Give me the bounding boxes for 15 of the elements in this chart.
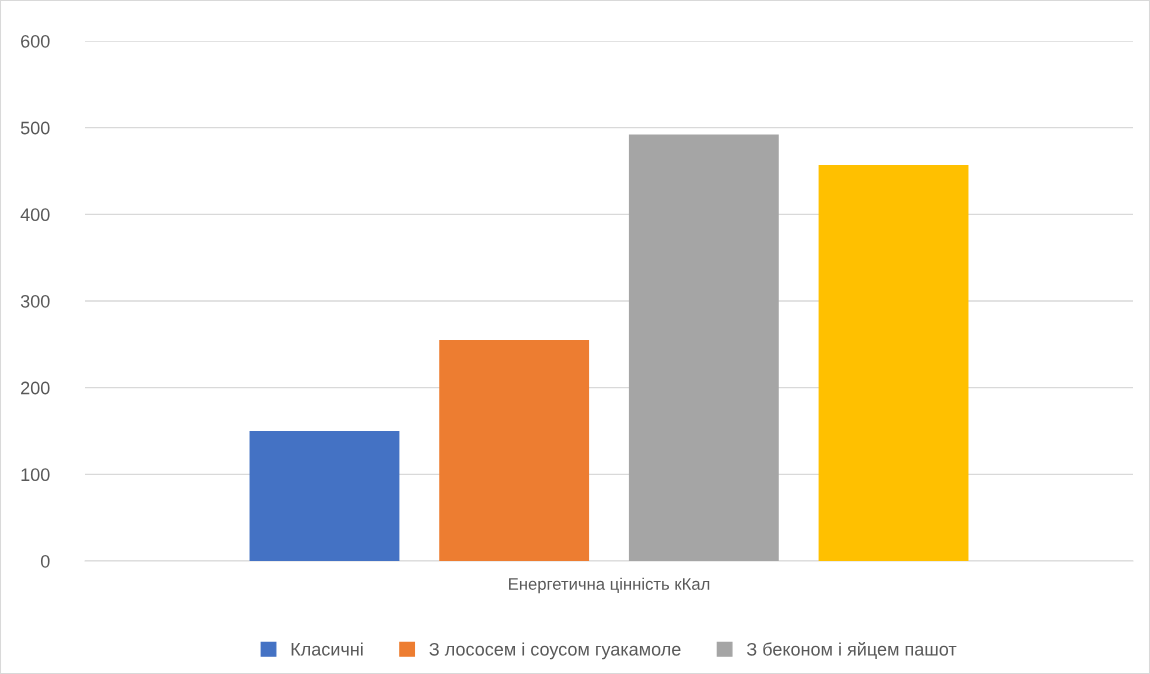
x-tick-label: Енергетична цінність кКал — [509, 577, 710, 594]
y-tick-label: 600 — [21, 34, 50, 48]
legend-label: З лососем і соусом гуакамоле — [429, 642, 681, 660]
y-tick-label: 300 — [20, 294, 50, 308]
bar — [439, 340, 590, 561]
y-tick-label: 100 — [21, 468, 50, 482]
y-tick-label: 500 — [20, 121, 50, 135]
bar — [249, 431, 400, 561]
bar — [818, 164, 969, 561]
y-tick-label: 400 — [20, 208, 50, 222]
bar — [628, 134, 779, 561]
y-tick-label: 0 — [40, 554, 50, 568]
legend-label: З беконом і яйцем пашот — [746, 642, 957, 660]
legend-label: Класичні — [291, 642, 363, 656]
y-tick-label: 200 — [21, 381, 50, 395]
